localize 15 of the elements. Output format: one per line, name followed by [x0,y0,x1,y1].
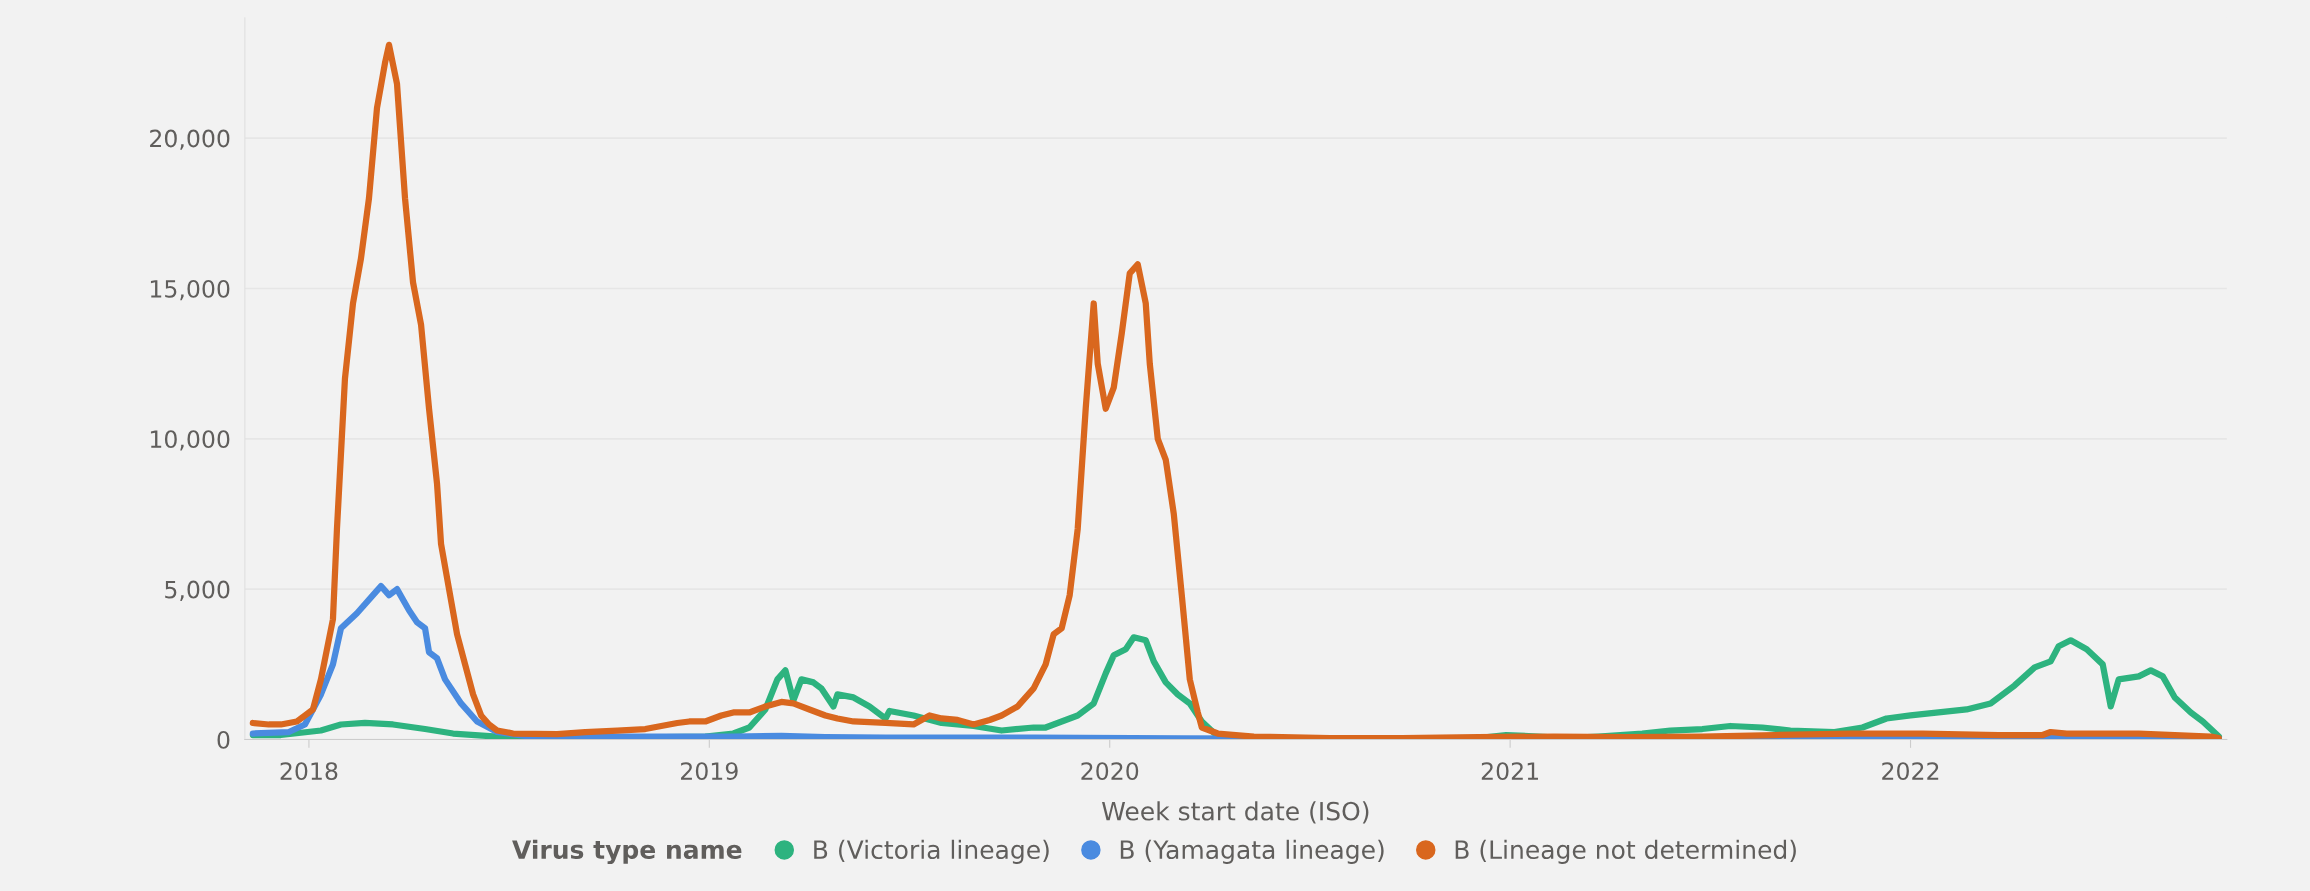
x-tick-label: 2019 [681,762,738,781]
y-tick-label: 20,000 [150,129,230,150]
legend-label: B (Yamagata lineage) [1120,839,1384,864]
x-tick-label: 2021 [1481,762,1538,781]
y-tick-label: 10,000 [150,430,230,451]
legend-label: B (Lineage not determined) [1455,839,1796,864]
x-tick-label: 2022 [1882,762,1939,781]
x-tick-label: 2020 [1081,762,1139,781]
y-tick-label: 0 [217,730,230,749]
x-axis-title: Week start date (ISO) [1102,801,1369,824]
x-tick-label: 2018 [280,762,338,781]
legend-title: Virus type name [512,839,742,865]
legend-label: B (Victoria lineage) [814,839,1049,864]
y-tick-label: 5,000 [165,580,230,601]
y-tick-label: 15,000 [150,279,230,301]
